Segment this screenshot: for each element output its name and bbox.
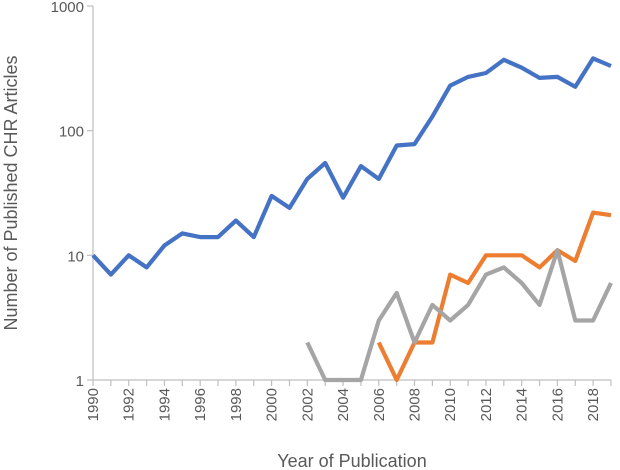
y-tick-label: 100: [59, 124, 84, 141]
series-group: [91, 56, 613, 383]
axes: [87, 5, 612, 386]
x-tick-label: 1994: [156, 388, 173, 421]
x-axis-title: Year of Publication: [277, 451, 426, 470]
x-tick-label: 2014: [514, 388, 531, 421]
x-tick-label: 2000: [264, 388, 281, 421]
x-tick-label: 2002: [299, 388, 316, 421]
x-tick-label: 1998: [228, 388, 245, 421]
series-line-1: [91, 56, 612, 277]
x-tick-label: 2018: [585, 388, 602, 421]
x-tick-label: 1990: [85, 388, 102, 421]
x-tick-label: 2012: [478, 388, 495, 421]
x-tick-label: 1992: [121, 388, 138, 421]
x-tick-label: 2008: [407, 388, 424, 421]
x-tick-label: 2006: [371, 388, 388, 421]
y-tick-label: 1: [76, 373, 84, 390]
series-line-3: [305, 248, 613, 383]
x-tick-label: 1996: [192, 388, 209, 421]
y-tick-label: 10: [67, 248, 84, 265]
y-tick-label: 1000: [51, 0, 84, 16]
tick-labels: 1 10 100 1000 1990 1992 1994 1996 1998 2000 2002 20…: [51, 0, 603, 421]
y-axis-title: Number of Published CHR Articles: [1, 55, 21, 330]
x-tick-label: 2016: [549, 388, 566, 421]
x-tick-label: 2004: [335, 388, 352, 421]
x-tick-label: 2010: [442, 388, 459, 421]
series-line-2: [376, 210, 612, 383]
